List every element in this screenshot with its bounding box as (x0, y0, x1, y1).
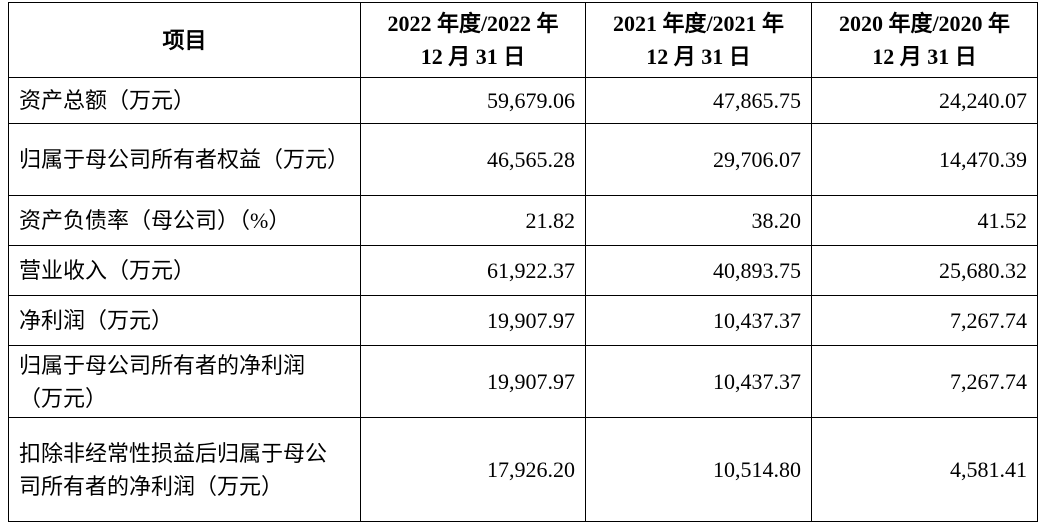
header-cell: 2020 年度/2020 年 12 月 31 日 (811, 2, 1038, 78)
cell-value: 47,865.75 (585, 77, 812, 124)
table-row: 扣除非经常性损益后归属于母公司所有者的净利润（万元） 17,926.20 10,51… (8, 417, 1038, 522)
cell-value: 61,922.37 (360, 245, 586, 296)
cell-value: 25,680.32 (811, 245, 1038, 296)
cell-value: 17,926.20 (360, 417, 586, 522)
row-label: 资产总额（万元） (8, 77, 361, 124)
header-text: 12 月 31 日 (646, 44, 751, 69)
cell-value: 46,565.28 (360, 123, 586, 196)
cell-value: 7,267.74 (811, 295, 1038, 346)
table-row: 资产负债率（母公司）（%） 21.82 38.20 41.52 (8, 195, 1038, 246)
cell-value: 10,437.37 (585, 345, 812, 418)
header-text: 12 月 31 日 (420, 44, 526, 69)
cell-value: 21.82 (360, 195, 586, 246)
table-row: 归属于母公司所有者权益（万元） 46,565.28 29,706.07 14,470.… (8, 123, 1038, 196)
cell-value: 19,907.97 (360, 295, 586, 346)
header-text: 2022 年度/2022 年 (387, 11, 559, 36)
cell-value: 10,437.37 (585, 295, 812, 346)
row-label: 营业收入（万元） (8, 245, 361, 296)
header-text: 2021 年度/2021 年 (612, 11, 785, 36)
cell-value: 59,679.06 (360, 77, 586, 124)
row-label: 资产负债率（母公司）（%） (8, 195, 361, 246)
cell-value: 14,470.39 (811, 123, 1038, 196)
header-text: 项目 (162, 27, 207, 53)
cell-value: 10,514.80 (585, 417, 812, 522)
header-cell: 2021 年度/2021 年 12 月 31 日 (585, 2, 812, 78)
row-label: 扣除非经常性损益后归属于母公司所有者的净利润（万元） (8, 417, 361, 522)
header-cell: 2022 年度/2022 年 12 月 31 日 (360, 2, 586, 78)
cell-value: 7,267.74 (811, 345, 1038, 418)
row-label: 归属于母公司所有者权益（万元） (8, 123, 361, 196)
table-body: 资产总额（万元） 59,679.06 47,865.75 24,240.07 归属于母公… (8, 77, 1038, 522)
cell-value: 41.52 (811, 195, 1038, 246)
row-label: 归属于母公司所有者的净利润（万元） (8, 345, 361, 418)
cell-value: 24,240.07 (811, 77, 1038, 124)
table-row: 净利润（万元） 19,907.97 10,437.37 7,267.74 (8, 295, 1038, 346)
header-text: 2020 年度/2020 年 (838, 11, 1011, 36)
row-label: 净利润（万元） (8, 295, 361, 346)
data-table: 项目 2022 年度/2022 年 12 月 31 日 2021 年度/2021 年 1… (8, 2, 1038, 522)
cell-value: 38.20 (585, 195, 812, 246)
cell-value: 29,706.07 (585, 123, 812, 196)
header-row: 项目 2022 年度/2022 年 12 月 31 日 2021 年度/2021 年 1… (8, 2, 1038, 78)
table-row: 营业收入（万元） 61,922.37 40,893.75 25,680.32 (8, 245, 1038, 296)
header-cell: 项目 (8, 2, 361, 78)
cell-value: 19,907.97 (360, 345, 586, 418)
table-row: 归属于母公司所有者的净利润（万元） 19,907.97 10,437.37 7,267… (8, 345, 1038, 418)
table-row: 资产总额（万元） 59,679.06 47,865.75 24,240.07 (8, 77, 1038, 124)
cell-value: 40,893.75 (585, 245, 812, 296)
cell-value: 4,581.41 (811, 417, 1038, 522)
header-text: 12 月 31 日 (872, 44, 977, 69)
